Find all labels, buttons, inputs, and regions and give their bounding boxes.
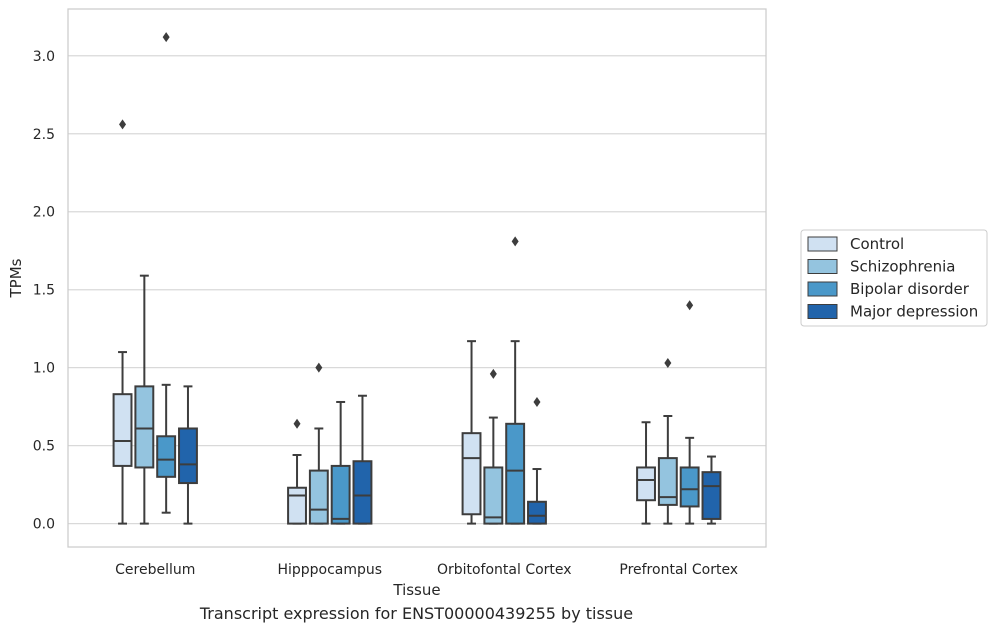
box-iqr [461,432,482,516]
box [330,400,351,525]
box-iqr [330,464,351,525]
box-iqr [134,385,155,469]
legend-swatch [807,259,838,274]
box-iqr [308,469,329,525]
y-tick-label: 1.5 [33,283,55,299]
box-iqr [156,435,177,478]
box-iqr [287,486,307,525]
box [505,236,526,525]
box [461,340,482,525]
series-control [112,119,656,525]
box [287,418,307,525]
x-tick-label: Cerebellum [115,562,195,578]
chart-caption: Transcript expression for ENST0000043925… [199,604,634,623]
box [527,396,547,525]
series-major-depression [178,385,722,525]
box-layer [112,32,722,525]
box [636,421,656,525]
outlier-point [511,236,519,247]
box-iqr [352,460,373,525]
box [178,385,198,525]
y-axis-title: TPMs [7,258,25,298]
box-iqr [483,466,504,525]
x-tick-label: Prefrontal Cortex [619,562,738,578]
outlier-point [686,300,694,311]
x-axis-title: Tissue [392,581,440,599]
series-schizophrenia [134,274,678,525]
y-tick-label: 2.5 [33,127,55,143]
box-iqr [112,393,133,467]
y-tick-label: 2.0 [33,205,55,221]
legend-label: Major depression [850,303,978,321]
box-iqr [505,422,526,525]
outlier-point [162,32,170,43]
outlier-point [489,368,497,379]
box-iqr [679,466,700,508]
outlier-point [533,396,541,407]
y-tick-label: 1.0 [33,361,55,377]
box-iqr [527,500,547,525]
box [483,368,504,525]
outlier-point [293,418,301,429]
legend-label: Bipolar disorder [850,280,970,298]
legend-frame [800,229,988,327]
legend-swatch [807,304,838,319]
x-tick-label: Orbitofontal Cortex [437,562,572,578]
box [352,394,373,525]
outlier-point [315,362,323,373]
y-tick-label: 0.5 [33,439,55,455]
box [134,274,155,525]
legend-swatch [807,281,838,297]
x-tick-labels: Cerebellum Hipppocampus Orbitofontal Corte… [115,562,738,578]
x-tick-label: Hipppocampus [277,562,382,578]
outlier-point [664,357,672,368]
box [679,300,700,525]
box-iqr [178,427,198,485]
legend-swatch [807,236,838,252]
outlier-point [119,119,127,130]
box-iqr [657,457,678,506]
box-iqr [701,471,722,520]
legend-label: Control [850,235,904,253]
series-bipolar-disorder [156,32,700,525]
box [112,119,133,525]
box [657,357,678,525]
legend: Control Schizophrenia Bipolar disorder Majo… [800,229,988,327]
box [701,455,722,525]
y-tick-label: 3.0 [33,49,55,65]
box [308,362,329,525]
plot-area-frame [67,8,767,548]
legend-label: Schizophrenia [850,258,955,276]
box [156,32,177,514]
y-tick-labels: 0.0 0.5 1.0 1.5 2.0 2.5 3.0 [33,49,55,533]
y-tick-label: 0.0 [33,517,55,533]
box-iqr [636,466,656,502]
